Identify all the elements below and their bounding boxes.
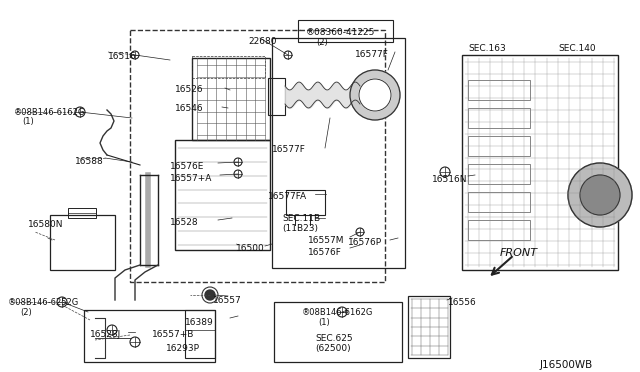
Text: 22680: 22680 <box>248 37 276 46</box>
Text: SEC.625: SEC.625 <box>315 334 353 343</box>
Text: 16556: 16556 <box>448 298 477 307</box>
Text: 16557+B: 16557+B <box>152 330 195 339</box>
Text: 16389: 16389 <box>185 318 214 327</box>
Text: (2): (2) <box>316 38 328 47</box>
Bar <box>192 56 265 78</box>
Bar <box>298 20 393 42</box>
Circle shape <box>350 70 400 120</box>
Text: ®08B146-6252G: ®08B146-6252G <box>8 298 79 307</box>
Text: 16516N: 16516N <box>432 175 467 184</box>
Bar <box>408 296 450 358</box>
Bar <box>462 55 618 270</box>
Bar <box>68 208 96 218</box>
Text: ®08B146-6162G: ®08B146-6162G <box>14 108 85 117</box>
Text: 16546: 16546 <box>175 104 204 113</box>
Text: ®08360-41225: ®08360-41225 <box>306 28 376 37</box>
Text: 16577F: 16577F <box>272 145 306 154</box>
Text: FRONT: FRONT <box>500 248 538 258</box>
Text: 16528: 16528 <box>170 218 198 227</box>
Bar <box>274 302 402 362</box>
Text: 16516: 16516 <box>108 52 137 61</box>
Text: 16557: 16557 <box>213 296 242 305</box>
Bar <box>468 192 530 212</box>
Text: 16577FA: 16577FA <box>268 192 307 201</box>
Text: 16500: 16500 <box>236 244 265 253</box>
Circle shape <box>580 175 620 215</box>
Text: (1): (1) <box>318 318 330 327</box>
Bar <box>50 215 115 270</box>
Circle shape <box>205 290 215 300</box>
Text: 16557+A: 16557+A <box>170 174 212 183</box>
Text: 16576P: 16576P <box>348 238 382 247</box>
Bar <box>468 108 530 128</box>
Text: 16557M: 16557M <box>308 236 344 245</box>
Text: 16526: 16526 <box>175 85 204 94</box>
Text: 16576F: 16576F <box>308 248 342 257</box>
Text: SEC.163: SEC.163 <box>468 44 506 53</box>
Text: 16577F: 16577F <box>355 50 389 59</box>
Bar <box>268 78 285 115</box>
Bar <box>468 80 530 100</box>
Text: (62500): (62500) <box>315 344 351 353</box>
Bar <box>185 310 215 358</box>
Bar <box>468 136 530 156</box>
Bar <box>272 38 405 268</box>
Bar <box>286 190 325 215</box>
Text: SEC.140: SEC.140 <box>558 44 596 53</box>
Bar <box>192 58 270 140</box>
Bar <box>130 30 385 282</box>
Text: 16576E: 16576E <box>170 162 204 171</box>
Text: 16588: 16588 <box>75 157 104 166</box>
Bar <box>468 164 530 184</box>
Circle shape <box>568 163 632 227</box>
Text: 16528J: 16528J <box>90 330 121 339</box>
Circle shape <box>359 79 391 111</box>
Bar <box>84 310 215 362</box>
Bar <box>175 140 270 250</box>
Bar <box>468 220 530 240</box>
Text: 16580N: 16580N <box>28 220 63 229</box>
Text: (11B23): (11B23) <box>282 224 318 233</box>
Text: (1): (1) <box>22 117 34 126</box>
Text: (2): (2) <box>20 308 32 317</box>
Text: J16500WB: J16500WB <box>540 360 593 370</box>
Text: ®08B146-6162G: ®08B146-6162G <box>302 308 373 317</box>
Text: SEC.11B: SEC.11B <box>282 214 320 223</box>
Text: 16293P: 16293P <box>166 344 200 353</box>
